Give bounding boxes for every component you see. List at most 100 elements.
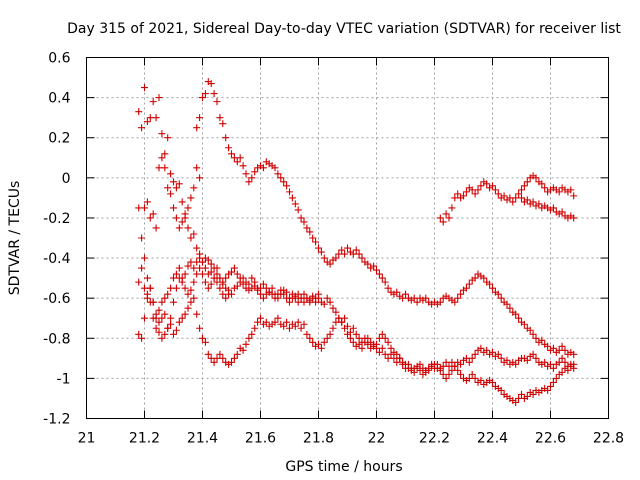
chart-title: Day 315 of 2021, Sidereal Day-to-day VTE… — [67, 21, 621, 37]
series-arc-7 — [135, 264, 233, 342]
data-point — [549, 204, 557, 212]
data-point — [544, 342, 552, 350]
data-point — [184, 304, 192, 312]
data-point — [248, 274, 256, 282]
data-point — [187, 194, 195, 202]
data-point — [364, 260, 372, 268]
data-point — [254, 318, 262, 326]
x-tick-label: 22.4 — [477, 431, 508, 447]
data-point — [213, 270, 221, 278]
data-point — [294, 318, 302, 326]
data-point — [193, 164, 201, 172]
data-point — [320, 254, 328, 262]
data-point — [549, 364, 557, 372]
data-point — [477, 182, 485, 190]
data-point — [175, 180, 183, 188]
data-point — [549, 378, 557, 386]
x-axis-label: GPS time / hours — [285, 459, 402, 475]
data-point — [445, 370, 453, 378]
y-tick-label: 0 — [62, 171, 71, 187]
data-point — [213, 98, 221, 106]
data-point — [315, 340, 322, 348]
data-point — [309, 234, 317, 242]
data-point — [300, 298, 308, 306]
data-point — [529, 350, 537, 358]
data-point — [286, 298, 293, 306]
data-point — [300, 320, 308, 328]
data-point — [277, 286, 285, 294]
data-point — [439, 218, 447, 226]
data-point — [274, 314, 282, 322]
plot-frame — [86, 57, 609, 419]
y-tick-label: 0.6 — [48, 51, 70, 67]
data-point — [425, 366, 433, 374]
data-point — [178, 314, 186, 322]
data-point — [143, 198, 151, 206]
data-point — [245, 334, 253, 342]
data-point — [355, 250, 363, 258]
data-point — [509, 198, 517, 206]
x-tick-label: 21 — [78, 431, 96, 447]
x-tick-label: 22.8 — [593, 431, 624, 447]
data-point — [523, 178, 531, 186]
data-point — [381, 334, 389, 342]
data-point — [460, 192, 467, 200]
data-point — [239, 162, 247, 170]
data-point — [370, 262, 378, 270]
data-point — [471, 350, 479, 358]
data-point — [532, 334, 540, 342]
data-point — [274, 170, 282, 178]
data-point — [300, 218, 308, 226]
data-point — [170, 204, 177, 212]
series-arc-1 — [135, 84, 578, 378]
data-point — [167, 170, 175, 178]
data-point — [187, 234, 195, 242]
data-point — [500, 192, 508, 200]
data-point — [402, 290, 409, 298]
data-points — [135, 78, 578, 406]
data-point — [512, 310, 520, 318]
data-point — [193, 244, 201, 252]
data-point — [143, 274, 151, 282]
data-point — [306, 334, 314, 342]
data-point — [161, 150, 169, 158]
data-point — [378, 344, 386, 352]
data-point — [172, 326, 180, 334]
data-point — [251, 282, 259, 290]
y-tick-label: -1.2 — [43, 412, 70, 428]
data-point — [306, 228, 314, 236]
series-arc-4 — [135, 204, 322, 318]
data-point — [138, 124, 146, 132]
data-point — [164, 184, 172, 192]
data-point — [190, 278, 198, 286]
data-point — [294, 206, 302, 214]
data-point — [297, 214, 305, 222]
data-point — [254, 286, 262, 294]
data-point — [306, 296, 314, 304]
data-point — [384, 338, 392, 346]
data-point — [329, 304, 337, 312]
data-point — [271, 318, 279, 326]
data-point — [161, 294, 169, 302]
data-point — [152, 314, 160, 322]
data-point — [187, 298, 195, 306]
x-tick-label: 21.6 — [245, 431, 276, 447]
data-point — [262, 318, 270, 326]
data-point — [489, 284, 496, 292]
data-point — [239, 280, 247, 288]
data-point — [529, 198, 537, 206]
y-tick-label: -0.2 — [43, 211, 70, 227]
data-point — [158, 298, 166, 306]
data-point — [146, 214, 154, 222]
data-point — [471, 274, 479, 282]
data-point — [494, 350, 502, 358]
data-point — [259, 280, 267, 288]
data-point — [172, 214, 180, 222]
data-point — [196, 114, 204, 122]
data-point — [233, 158, 241, 166]
data-point — [436, 298, 444, 306]
data-point — [193, 310, 201, 318]
data-point — [503, 356, 511, 364]
data-point — [329, 324, 337, 332]
